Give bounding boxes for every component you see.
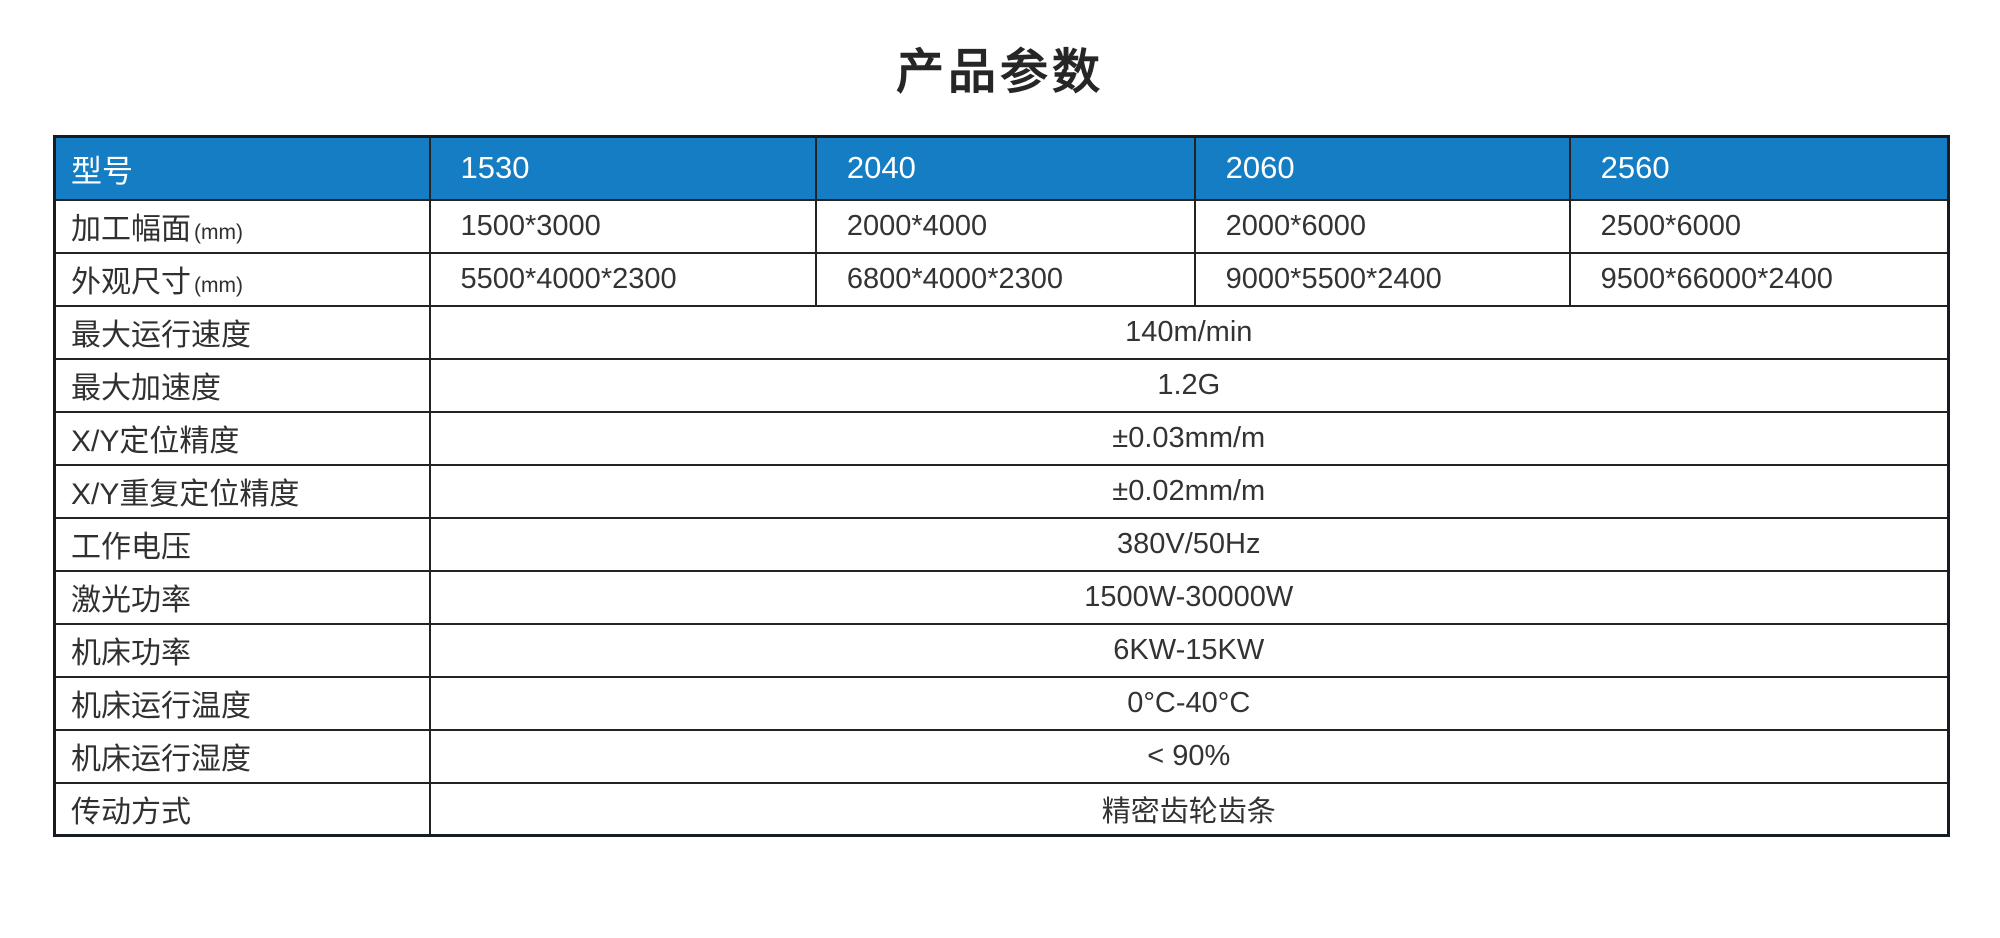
header-model-1: 1530 [428,135,817,201]
header-model-label: 型号 [53,135,431,201]
table-row-operating-humidity: 机床运行湿度 < 90% [53,728,1950,784]
spec-value: 9500*66000*2400 [1568,251,1950,307]
spec-label: 传动方式 [53,781,431,837]
spec-value: 2000*4000 [814,198,1196,254]
table-row-positioning-accuracy: X/Y定位精度 ±0.03mm/m [53,410,1950,466]
page-title: 产品参数 [895,46,1104,99]
spec-label: 机床功率 [53,622,431,678]
table-row-max-speed: 最大运行速度 140m/min [53,304,1950,360]
spec-label: 最大运行速度 [53,304,431,360]
spec-value: 6800*4000*2300 [814,251,1196,307]
spec-value: 1500*3000 [428,198,817,254]
table-row-laser-power: 激光功率 1500W-30000W [53,569,1950,625]
table-header-row: 型号 1530 2040 2060 2560 [53,135,1950,201]
spec-value: 0°C-40°C [428,675,1950,731]
spec-value: 1.2G [428,357,1950,413]
spec-label: 外观尺寸 (mm) [53,251,431,307]
header-model-2: 2040 [814,135,1196,201]
spec-label-unit: (mm) [194,221,243,244]
spec-label: 机床运行湿度 [53,728,431,784]
header-model-3: 2060 [1193,135,1571,201]
table-row-operating-temperature: 机床运行温度 0°C-40°C [53,675,1950,731]
spec-label: 工作电压 [53,516,431,572]
table-row-working-area: 加工幅面 (mm) 1500*3000 2000*4000 2000*6000 2… [53,198,1950,254]
spec-label: 最大加速度 [53,357,431,413]
spec-value: ±0.02mm/m [428,463,1950,519]
spec-value: 5500*4000*2300 [428,251,817,307]
product-parameters-page: 产品参数 型号 1530 2040 2060 2560 加工幅面 (mm) 15 [0,45,2000,938]
spec-label: X/Y重复定位精度 [53,463,431,519]
spec-value: 6KW-15KW [428,622,1950,678]
header-model-4: 2560 [1568,135,1950,201]
table-row-max-acceleration: 最大加速度 1.2G [53,357,1950,413]
spec-label-text: 外观尺寸 [71,266,191,299]
table-row-repeat-positioning-accuracy: X/Y重复定位精度 ±0.02mm/m [53,463,1950,519]
spec-value: 9000*5500*2400 [1193,251,1571,307]
spec-label: 加工幅面 (mm) [53,198,431,254]
spec-value: 140m/min [428,304,1950,360]
spec-value: 1500W-30000W [428,569,1950,625]
spec-label: 激光功率 [53,569,431,625]
spec-value: 2000*6000 [1193,198,1571,254]
spec-label: X/Y定位精度 [53,410,431,466]
table-row-machine-power: 机床功率 6KW-15KW [53,622,1950,678]
spec-label: 机床运行温度 [53,675,431,731]
table-row-overall-dimensions: 外观尺寸 (mm) 5500*4000*2300 6800*4000*2300 9… [53,251,1950,307]
spec-value: 精密齿轮齿条 [428,781,1950,837]
spec-label-unit: (mm) [194,274,243,297]
table-row-transmission-type: 传动方式 精密齿轮齿条 [53,781,1950,837]
spec-value: 2500*6000 [1568,198,1950,254]
product-parameters-table: 型号 1530 2040 2060 2560 加工幅面 (mm) 1500*300… [53,135,1950,837]
spec-value: 380V/50Hz [428,516,1950,572]
spec-value: < 90% [428,728,1950,784]
spec-label-text: 加工幅面 [71,213,191,246]
spec-value: ±0.03mm/m [428,410,1950,466]
table-row-working-voltage: 工作电压 380V/50Hz [53,516,1950,572]
